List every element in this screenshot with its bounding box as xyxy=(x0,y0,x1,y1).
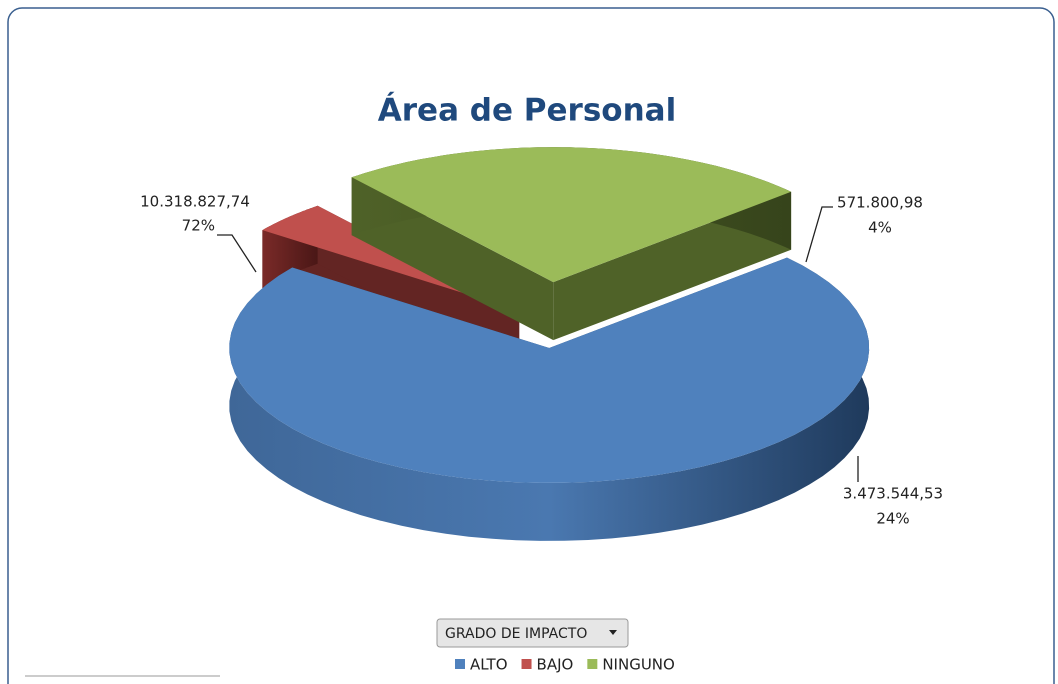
legend-label: NINGUNO xyxy=(602,656,675,674)
pie xyxy=(229,147,870,541)
data-label-percent: 24% xyxy=(876,510,909,528)
data-label-value: 571.800,98 xyxy=(837,194,923,212)
legend-label: ALTO xyxy=(470,656,508,674)
leader-line xyxy=(805,206,833,263)
legend-label: BAJO xyxy=(537,656,574,674)
slice-top xyxy=(229,257,870,483)
leader-line xyxy=(217,234,257,273)
legend-swatch xyxy=(455,659,465,669)
slice-cut-face xyxy=(553,191,792,341)
filter-button[interactable]: GRADO DE IMPACTO xyxy=(436,618,629,648)
slice-side xyxy=(229,257,870,541)
pie-slice xyxy=(351,147,792,341)
data-label-value: 3.473.544,53 xyxy=(843,485,943,503)
filter-button-label[interactable]: GRADO DE IMPACTO xyxy=(445,626,587,642)
chart-title: Área de Personal xyxy=(378,93,676,129)
legend: ALTO BAJO NINGUNO xyxy=(455,656,675,674)
legend-swatch xyxy=(587,659,598,669)
data-label-value: 10.318.827,74 xyxy=(140,193,250,211)
filter-button-box[interactable] xyxy=(436,618,629,648)
dropdown-arrow[interactable] xyxy=(609,630,617,635)
data-label-percent: 4% xyxy=(868,219,892,237)
legend-swatch xyxy=(521,659,532,669)
data-label-percent: 72% xyxy=(182,217,215,235)
pie-slice xyxy=(229,257,870,541)
slice-top xyxy=(351,147,792,283)
